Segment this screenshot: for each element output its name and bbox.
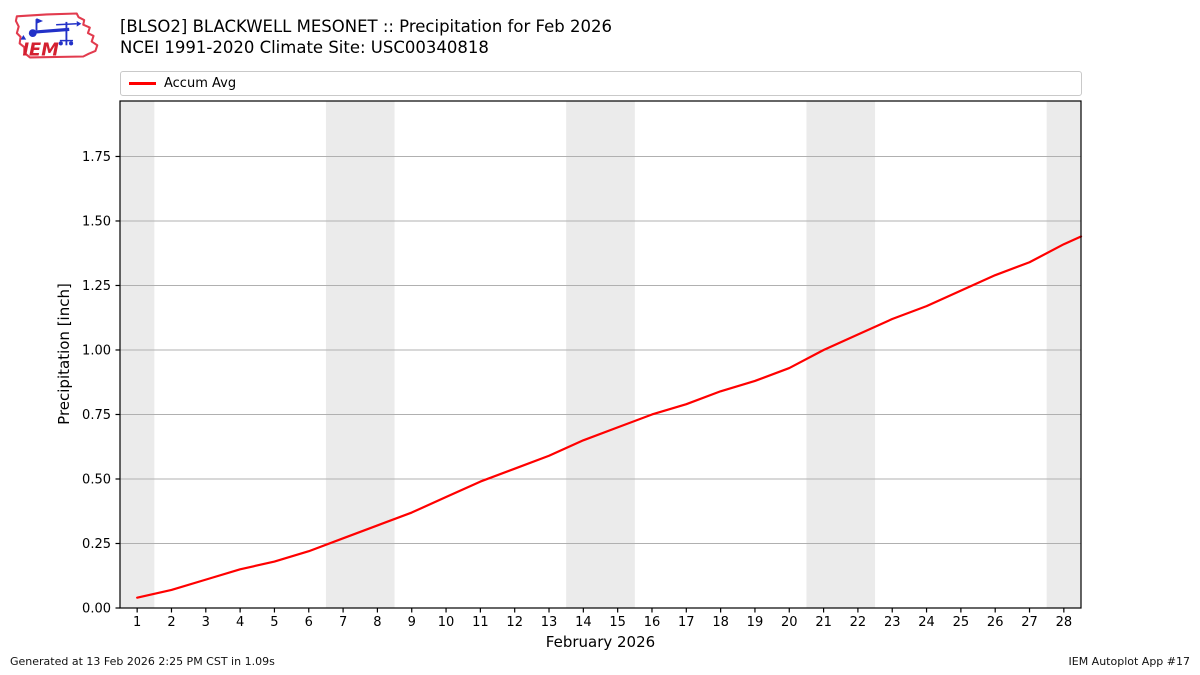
x-tick-label: 6 (305, 615, 313, 630)
x-tick-label: 10 (438, 615, 455, 630)
x-tick-label: 7 (339, 615, 347, 630)
x-tick-label: 15 (609, 615, 626, 630)
autoplot-app-credit: IEM Autoplot App #17 (1068, 655, 1191, 668)
x-tick-label: 22 (850, 615, 867, 630)
generated-timestamp: Generated at 13 Feb 2026 2:25 PM CST in … (10, 655, 275, 668)
x-tick-label: 9 (408, 615, 416, 630)
y-axis-label: Precipitation [inch] (55, 283, 73, 425)
x-tick-label: 14 (575, 615, 592, 630)
weekend-band (806, 101, 876, 608)
y-tick-label: 1.50 (82, 214, 111, 229)
x-axis-label: February 2026 (545, 633, 656, 651)
x-tick-label: 13 (541, 615, 558, 630)
y-tick-label: 1.25 (82, 279, 111, 294)
x-tick-label: 4 (236, 615, 244, 630)
x-tick-label: 12 (506, 615, 523, 630)
x-tick-label: 16 (644, 615, 661, 630)
x-tick-label: 28 (1056, 615, 1073, 630)
page-subtitle: NCEI 1991-2020 Climate Site: USC00340818 (120, 38, 489, 57)
x-tick-label: 8 (373, 615, 381, 630)
plot-border (119, 100, 1082, 609)
x-tick-label: 25 (953, 615, 970, 630)
x-tick-label: 3 (202, 615, 210, 630)
legend: Accum Avg (120, 71, 1082, 96)
y-tick-label: 0.00 (82, 602, 111, 617)
x-tick-label: 23 (884, 615, 901, 630)
y-tick-label: 0.75 (82, 408, 111, 423)
x-tick-label: 1 (133, 615, 141, 630)
x-tick-label: 17 (678, 615, 695, 630)
chart-header: [BLSO2] BLACKWELL MESONET :: Precipitati… (120, 16, 612, 58)
x-tick-label: 18 (712, 615, 729, 630)
legend-line-swatch (129, 82, 156, 85)
x-tick-label: 19 (747, 615, 764, 630)
accum-avg-line (136, 235, 1083, 599)
x-tick-label: 26 (987, 615, 1004, 630)
weekend-band (1046, 101, 1081, 608)
y-tick-label: 0.50 (82, 472, 111, 487)
x-tick-label: 2 (167, 615, 175, 630)
x-tick-label: 24 (918, 615, 935, 630)
iem-logo: IEM (14, 12, 99, 61)
legend-label: Accum Avg (164, 76, 237, 91)
x-tick-label: 5 (270, 615, 278, 630)
y-tick-label: 0.25 (82, 537, 111, 552)
x-tick-label: 27 (1021, 615, 1038, 630)
x-tick-label: 21 (815, 615, 832, 630)
y-tick-label: 1.00 (82, 343, 111, 358)
weekend-band (566, 101, 635, 608)
x-tick-label: 11 (472, 615, 489, 630)
weather-station-icon (20, 18, 82, 46)
page-title: [BLSO2] BLACKWELL MESONET :: Precipitati… (120, 17, 612, 36)
x-tick-label: 20 (781, 615, 798, 630)
iem-logo-text: IEM (22, 41, 59, 61)
y-tick-label: 1.75 (82, 150, 111, 165)
weekend-band (120, 101, 155, 608)
